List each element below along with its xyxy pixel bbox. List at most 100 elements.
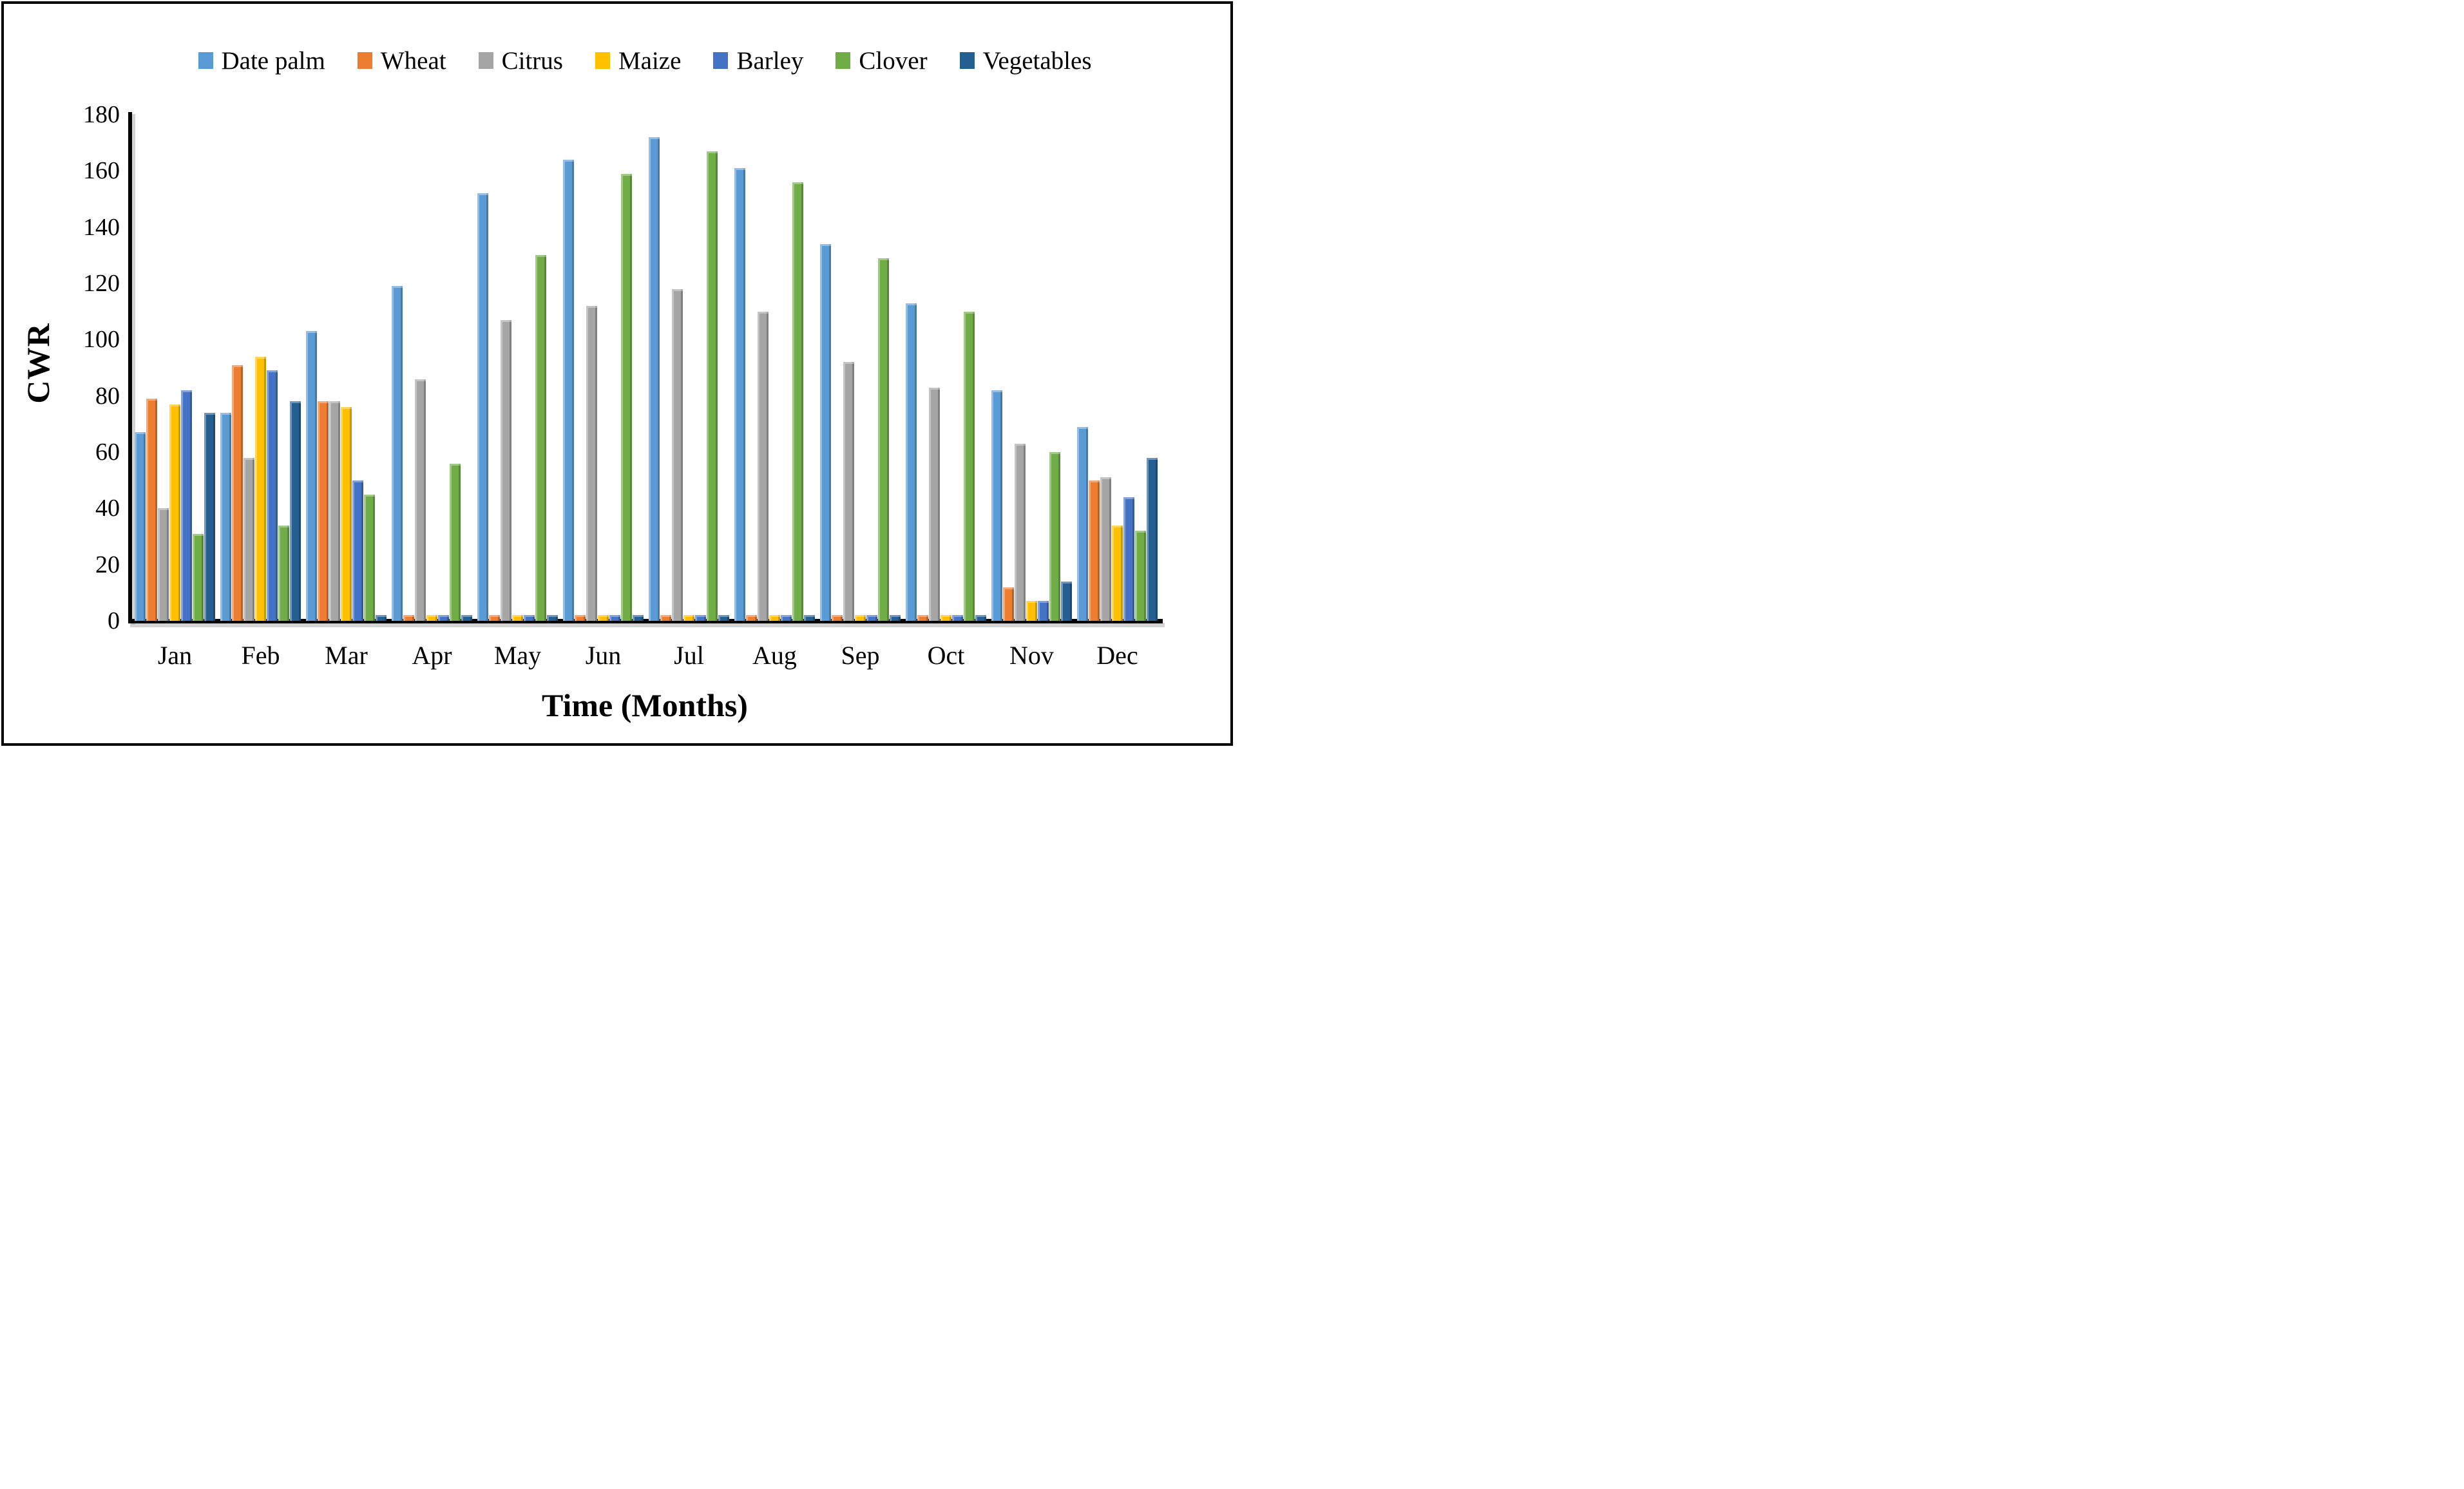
bar-clover-jan — [189, 528, 204, 621]
bar-maize-jun — [594, 610, 609, 621]
bar-wheat-feb — [228, 359, 243, 621]
bar-date-palm-jan — [131, 427, 146, 621]
y-tick-label-60: 60 — [95, 439, 120, 466]
bar-maize-jan — [166, 399, 180, 621]
legend-item-vegetables: Vegetables — [959, 46, 1092, 75]
bar-clover-jun — [617, 168, 632, 621]
legend-swatch-icon — [478, 52, 493, 69]
x-axis-title: Time (Months) — [542, 687, 748, 723]
bar-wheat-nov — [999, 582, 1014, 621]
bar-date-palm-jun — [559, 154, 574, 621]
bar-group-nov — [988, 115, 1074, 621]
bar-wheat-aug — [742, 610, 757, 621]
bar-vegetables-aug — [800, 610, 815, 621]
bar-group-dec — [1073, 115, 1160, 621]
bar-maize-aug — [765, 610, 780, 621]
bar-group-feb — [216, 115, 303, 621]
bar-wheat-dec — [1085, 475, 1100, 621]
bar-group-apr — [388, 115, 475, 621]
bar-maize-oct — [937, 610, 951, 621]
bar-clover-oct — [960, 306, 975, 621]
y-tick-label-120: 120 — [83, 270, 120, 297]
legend-item-date-palm: Date palm — [198, 48, 325, 73]
legend-label: Vegetables — [982, 46, 1092, 75]
bar-maize-may — [508, 610, 523, 621]
bar-barley-dec — [1120, 491, 1134, 621]
x-tick-label-jan: Jan — [157, 641, 193, 670]
chart-legend: Date palm Wheat Citrus Maize Barley Clover Veg… — [131, 41, 1159, 80]
x-tick-label-aug: Aug — [752, 641, 797, 670]
bar-maize-nov — [1022, 596, 1037, 621]
x-tick-label-may: May — [493, 641, 542, 670]
bar-date-palm-oct — [902, 298, 917, 621]
bar-vegetables-nov — [1057, 576, 1072, 621]
bar-citrus-mar — [325, 396, 340, 621]
x-tick-label-nov: Nov — [1009, 641, 1054, 670]
bar-group-jun — [559, 115, 646, 621]
bar-vegetables-oct — [971, 610, 986, 621]
bar-date-palm-jul — [645, 131, 660, 621]
bar-vegetables-feb — [286, 396, 301, 621]
bar-date-palm-aug — [731, 163, 745, 621]
legend-swatch-icon — [713, 52, 729, 69]
bar-barley-mar — [349, 475, 363, 621]
legend-label: Date palm — [221, 46, 325, 75]
bar-maize-mar — [337, 402, 352, 621]
legend-swatch-icon — [836, 52, 851, 69]
x-tick-label-feb: Feb — [241, 641, 280, 670]
bar-group-sep — [816, 115, 903, 621]
bar-date-palm-apr — [388, 281, 403, 621]
bar-clover-nov — [1046, 447, 1060, 621]
bar-clover-mar — [360, 489, 375, 621]
bar-citrus-aug — [754, 306, 769, 621]
legend-swatch-icon — [959, 52, 975, 69]
bar-clover-dec — [1131, 526, 1146, 621]
bar-citrus-feb — [240, 452, 254, 621]
bar-clover-sep — [874, 252, 889, 621]
bar-wheat-sep — [828, 610, 843, 621]
legend-swatch-icon — [198, 52, 213, 69]
y-tick-label-0: 0 — [108, 607, 120, 634]
bar-date-palm-sep — [816, 238, 831, 621]
bar-vegetables-jan — [200, 407, 215, 621]
bar-citrus-jun — [582, 300, 597, 621]
bar-citrus-may — [497, 314, 511, 621]
bar-clover-aug — [788, 176, 803, 621]
bar-group-mar — [302, 115, 389, 621]
x-tick-label-oct: Oct — [927, 641, 965, 670]
legend-item-clover: Clover — [836, 48, 928, 73]
bar-wheat-oct — [913, 610, 928, 621]
bar-maize-jul — [680, 610, 694, 621]
bar-wheat-jun — [571, 610, 586, 621]
bar-clover-may — [531, 250, 546, 621]
bar-barley-apr — [434, 610, 449, 621]
y-tick-label-20: 20 — [95, 551, 120, 578]
x-axis-line — [128, 619, 1163, 623]
bar-vegetables-sep — [886, 610, 901, 621]
legend-label: Wheat — [380, 46, 446, 75]
y-axis-title: CWR — [20, 323, 56, 404]
chart-figure: Date palm Wheat Citrus Maize Barley Clover Veg… — [1, 1, 1233, 746]
bar-wheat-mar — [314, 396, 329, 621]
bar-group-aug — [731, 115, 817, 621]
legend-item-citrus: Citrus — [478, 46, 563, 75]
legend-item-maize: Maize — [595, 48, 681, 73]
y-tick-label-40: 40 — [95, 495, 120, 522]
bar-citrus-jan — [154, 503, 169, 621]
legend-label: Citrus — [501, 46, 563, 75]
bar-barley-oct — [948, 610, 963, 621]
bar-vegetables-mar — [372, 610, 387, 621]
bar-barley-sep — [863, 610, 877, 621]
x-tick-label-dec: Dec — [1096, 641, 1138, 670]
y-tick-label-180: 180 — [83, 101, 120, 128]
bar-clover-feb — [274, 520, 289, 621]
bar-wheat-may — [485, 610, 500, 621]
bar-citrus-apr — [411, 374, 426, 621]
legend-swatch-icon — [357, 52, 372, 69]
bar-date-palm-may — [473, 188, 488, 621]
y-tick-label-140: 140 — [83, 213, 120, 241]
bar-vegetables-apr — [457, 610, 472, 621]
bar-group-oct — [902, 115, 989, 621]
bar-date-palm-dec — [1073, 421, 1088, 621]
bar-date-palm-feb — [216, 407, 231, 621]
